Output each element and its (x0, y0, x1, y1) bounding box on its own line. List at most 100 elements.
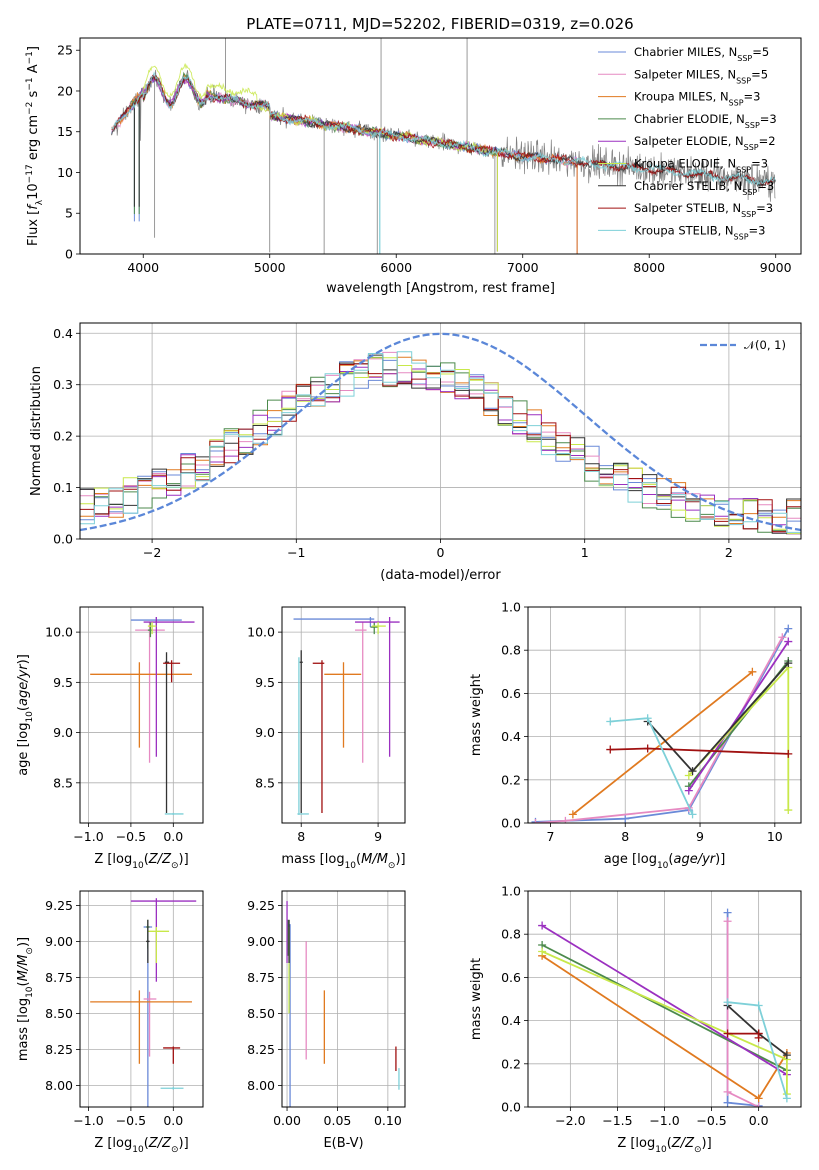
label-part: 10 (657, 861, 669, 871)
legend-sub: SSP (734, 232, 749, 241)
legend-sub: SSP (736, 76, 751, 85)
label-part: M/M (16, 955, 31, 982)
x-tick-label: 7 (546, 829, 554, 844)
y-tick-label: 0.4 (53, 326, 73, 341)
y-tick-label: 8.50 (45, 1006, 73, 1021)
y-axis-label: mass [log10(M/M⊙)] (16, 937, 35, 1061)
x-tick-label: 8 (297, 829, 305, 844)
mass-weight-marker (538, 921, 547, 930)
legend-suffix: =3 (757, 179, 774, 193)
label-part: 10 (26, 183, 41, 200)
legend-sub: SSP (729, 98, 744, 107)
legend-name: Salpeter MILES, N (634, 67, 736, 81)
x-tick-label: 0.00 (273, 1113, 301, 1128)
legend-name: Chabrier MILES, N (634, 45, 737, 59)
y-tick-label: 20 (57, 83, 73, 98)
y-tick-label: 8.75 (247, 970, 275, 985)
label-part: 10 (25, 711, 35, 723)
y-tick-label: 10.0 (45, 625, 73, 640)
y-axis-label: age [log10(age/yr)] (16, 654, 35, 776)
mass-weight-line (688, 665, 790, 810)
label-part: mass [log (16, 998, 31, 1061)
y-axis-label: mass weight (469, 958, 484, 1040)
y-tick-label: 10.0 (247, 625, 275, 640)
mass-weight-marker (784, 659, 793, 668)
mass-weight-marker (782, 1051, 791, 1060)
legend-suffix: =5 (752, 45, 769, 59)
y-tick-label: 0.2 (53, 429, 73, 444)
panel-mass_vs_ebv: 0.00 0.05 0.10 8.00 8.25 8.50 8.75 9.00 9.25 E(B-… (247, 890, 406, 1151)
mass-weight-marker (778, 633, 787, 642)
x-tick-label: 6000 (380, 260, 412, 275)
label-part: s (26, 90, 41, 101)
label-part: f (26, 203, 41, 210)
mass-weight-marker (723, 1087, 732, 1096)
legend-sub: SSP (742, 187, 757, 196)
label-part: Z [log (617, 1136, 655, 1151)
y-tick-label: 9.25 (247, 898, 275, 913)
legend-suffix: =3 (751, 157, 768, 171)
label-part: ] (26, 46, 41, 51)
legend-sub: SSP (744, 143, 759, 152)
label-part: )] (16, 937, 31, 947)
y-tick-label: 8.00 (247, 1078, 275, 1093)
label-part: ⊙ (171, 1145, 179, 1155)
label-part: ( (668, 852, 673, 867)
label-part: Z [log (94, 852, 132, 867)
axes-frame (79, 322, 802, 540)
y-tick-label: 8.50 (247, 1006, 275, 1021)
y-tick-label: 8.75 (45, 970, 73, 985)
mass-weight-line (535, 636, 784, 823)
legend-entry: Kroupa STELIB, NSSP=3 (634, 223, 765, 241)
x-tick-label: 0.0 (749, 1113, 769, 1128)
x-tick-label: 0.10 (374, 1113, 402, 1128)
y-tick-label: 0.2 (501, 772, 521, 787)
panel-mass_vs_Z: −1.0 −0.5 0.0 8.00 8.25 8.50 8.75 9.00 9.25 Z [lo… (16, 890, 204, 1155)
label-part: A (26, 64, 41, 77)
legend-name: Kroupa STELIB, N (634, 223, 734, 237)
mass-weight-line (535, 628, 790, 823)
label-part: E(B-V) (323, 1136, 363, 1151)
mass-weight-marker (723, 1029, 732, 1038)
label-part: 10 (132, 861, 144, 871)
x-tick-label: 9 (374, 829, 382, 844)
mass-weight-marker (561, 816, 570, 823)
x-axis-label: Z [log10(Z/Z⊙)] (617, 1136, 711, 1155)
y-tick-label: 0.8 (501, 643, 521, 658)
x-tick-label: 9000 (760, 260, 792, 275)
label-part: ⊙ (171, 861, 179, 871)
y-tick-label: 1.0 (501, 600, 521, 615)
mass-weight-marker (568, 810, 577, 819)
y-axis-label: Normed distribution (29, 366, 44, 496)
plot-area-age_vs_mass (293, 617, 400, 815)
legend-entry: 𝒩(0, 1) (744, 338, 786, 352)
x-axis-label: E(B-V) (323, 1136, 363, 1151)
mass-weight-marker (538, 947, 547, 956)
x-tick-label: 4000 (127, 260, 159, 275)
axes-frame (79, 37, 802, 255)
label-part: Z [log (94, 1136, 132, 1151)
label-part: 10 (345, 861, 357, 871)
mass-weight-line (726, 921, 759, 1107)
legend-entry: Salpeter ELODIE, NSSP=2 (634, 134, 776, 152)
y-tick-label: 10 (57, 165, 73, 180)
mass-weight-line (572, 671, 753, 816)
legend-suffix: =3 (749, 223, 766, 237)
mass-weight-marker (688, 767, 697, 776)
x-tick-label: −2.0 (555, 1113, 585, 1128)
label-part: ( (356, 852, 361, 867)
mass-weight-marker (782, 1094, 791, 1103)
y-tick-label: 8.25 (45, 1042, 73, 1057)
mass-weight-marker (723, 998, 732, 1007)
y-tick-label: 0.6 (501, 970, 521, 985)
legend-entry: Salpeter STELIB, NSSP=3 (634, 201, 773, 219)
panel-age_vs_mass: 8 9 8.5 9.0 9.5 10.0 mass [log10(M/M⊙)] (247, 606, 406, 871)
x-axis-label: (data-model)/error (380, 568, 501, 583)
x-tick-label: −1.0 (649, 1113, 679, 1128)
axes-frame (281, 890, 406, 1108)
label-part: age [log (16, 723, 31, 776)
label-part: ( (16, 706, 31, 711)
x-tick-label: 0 (437, 545, 445, 560)
